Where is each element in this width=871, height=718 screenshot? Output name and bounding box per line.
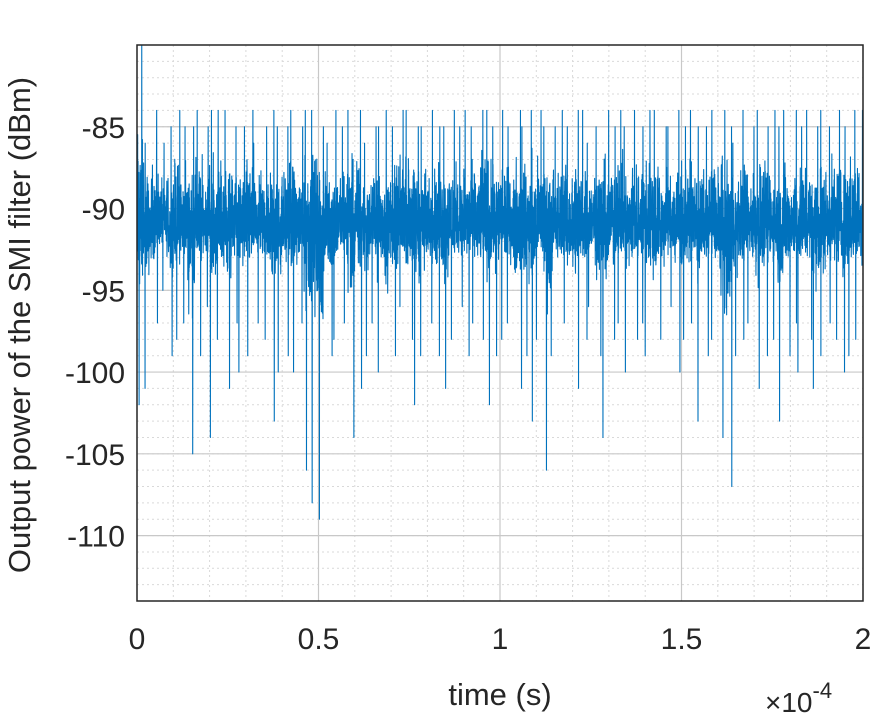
x-ticks: 0 0.5 1 1.5 2: [129, 623, 871, 656]
y-tick-label: -110: [67, 521, 125, 554]
x-axis-label: time (s): [448, 677, 551, 712]
y-tick-label: -90: [82, 194, 125, 227]
x-tick-label: 0: [129, 623, 146, 656]
x-exponent-label: ×10-4: [765, 678, 832, 718]
x-tick-label: 0.5: [298, 623, 340, 656]
x-tick-label: 2: [855, 623, 871, 656]
x-tick-label: 1: [492, 623, 509, 656]
plot-frame: [136, 44, 864, 602]
x-exponent-base: ×10: [765, 687, 813, 718]
y-tick-label: -85: [82, 112, 125, 145]
y-tick-label: -100: [65, 357, 125, 390]
y-axis-label: Output power of the SMI filter (dBm): [2, 77, 37, 573]
y-tick-label: -95: [82, 275, 125, 308]
y-tick-label: -105: [65, 439, 125, 472]
data-series: [137, 45, 863, 520]
signal-line: [137, 45, 863, 520]
x-tick-label: 1.5: [661, 623, 703, 656]
y-ticks: -85 -90 -95 -100 -105 -110: [65, 112, 125, 554]
x-exponent-power: -4: [813, 678, 833, 703]
